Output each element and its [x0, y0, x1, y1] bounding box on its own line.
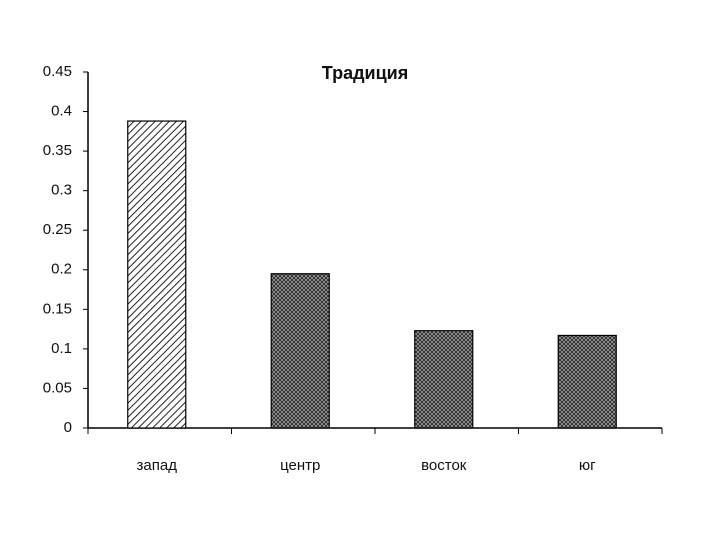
y-tick-label: 0.15 [43, 300, 72, 317]
y-tick-label: 0.4 [51, 103, 72, 120]
y-tick-label: 0.25 [43, 221, 72, 238]
y-tick-label: 0.1 [51, 340, 72, 357]
y-tick-label: 0.45 [43, 63, 72, 80]
x-tick-label: юг [579, 457, 596, 474]
x-tick-label: восток [421, 457, 467, 474]
y-tick-label: 0.05 [43, 379, 72, 396]
y-tick-label: 0.2 [51, 261, 72, 278]
y-tick-label: 0.3 [51, 182, 72, 199]
bar [414, 330, 474, 429]
y-tick-label: 0 [64, 419, 72, 436]
y-tick-label: 0.35 [43, 142, 72, 159]
chart-title: Традиция [322, 63, 408, 83]
bar [127, 120, 187, 429]
bar [270, 273, 330, 429]
bar [557, 334, 617, 429]
x-tick-label: центр [280, 457, 320, 474]
x-tick-label: запад [137, 457, 178, 474]
